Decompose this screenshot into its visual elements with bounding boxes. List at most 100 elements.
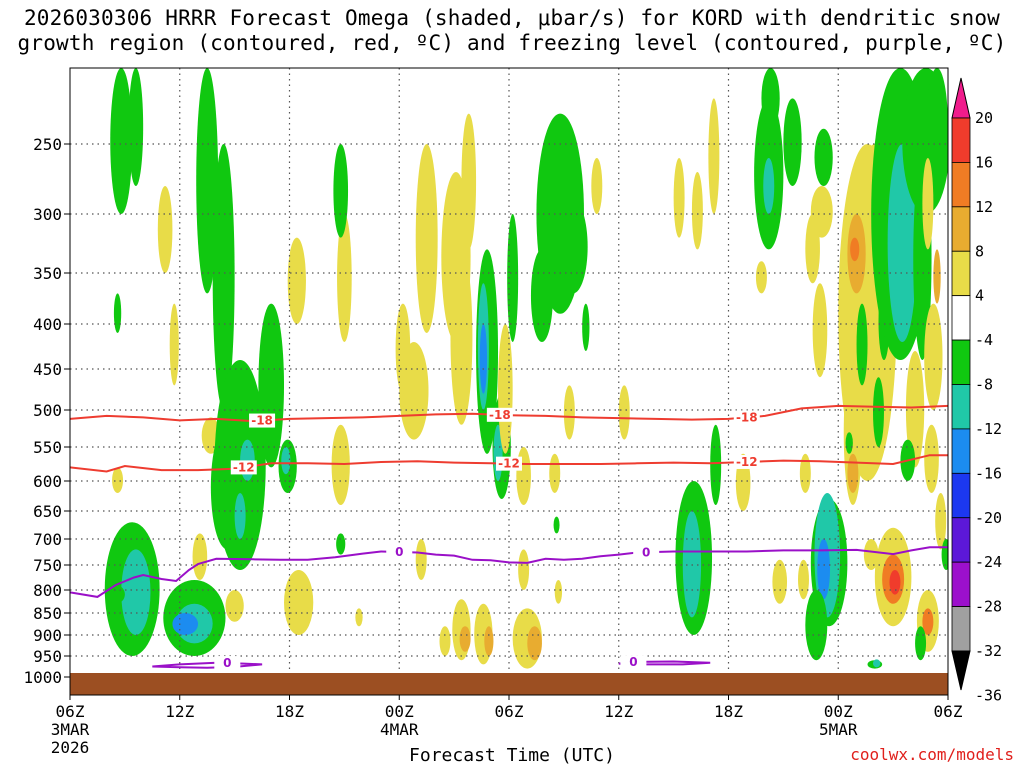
omega-region-118 (873, 659, 881, 668)
y-tick-label-950: 950 (33, 647, 62, 666)
x-tick-label-48: 06Z (934, 702, 963, 721)
omega-region-67 (755, 261, 767, 294)
omega-region-94 (798, 559, 809, 600)
omega-region-58 (553, 516, 560, 534)
colorbar-swatch-5 (951, 295, 971, 341)
contour-label-bg-1-2 (733, 454, 760, 469)
omega-region-20 (225, 590, 244, 622)
y-tick-label-800: 800 (33, 581, 62, 600)
omega-region-9 (196, 68, 219, 294)
colorbar-swatch-12 (951, 606, 971, 652)
colorbar-level-7: -12 (975, 420, 1002, 438)
colorbar-level-10: -24 (975, 553, 1002, 571)
x-tick-label-42: 00Z (824, 702, 853, 721)
omega-region-81 (805, 214, 820, 284)
colorbar-swatch-3 (951, 206, 971, 252)
omega-region-26 (337, 214, 352, 342)
x-tick-date-42: 5MAR (819, 720, 858, 739)
omega-region-60 (563, 385, 575, 440)
omega-region-107 (905, 351, 925, 468)
colorbar-swatch-1 (951, 117, 971, 163)
x-tick-label-18: 00Z (385, 702, 414, 721)
omega-region-2 (113, 293, 122, 334)
y-tick-label-500: 500 (33, 401, 62, 420)
colorbar-swatch-8 (951, 428, 971, 474)
colorbar-level-4: 4 (975, 287, 984, 305)
omega-shading (104, 68, 948, 669)
x-tick-label-12: 18Z (275, 702, 304, 721)
colorbar-swatch-2 (951, 162, 971, 208)
contour-label-bg-3-0 (214, 656, 241, 671)
omega-region-92 (817, 539, 831, 600)
x-tick-label-6: 12Z (165, 702, 194, 721)
omega-region-38 (461, 113, 477, 250)
omega-region-89 (845, 432, 853, 454)
x-tick-year-0: 2026 (51, 738, 90, 757)
contour-label-2-0: 0 (395, 545, 403, 559)
contour-label-1-1: -12 (498, 457, 520, 471)
omega-region-19 (172, 613, 199, 635)
x-tick-date-0: 3MAR (51, 720, 90, 739)
colorbar-swatch-10 (951, 517, 971, 563)
colorbar-level-5: -4 (975, 331, 993, 349)
contour-label-0-0: -18 (251, 414, 273, 428)
omega-region-65 (691, 172, 703, 250)
contour-label-4-0: 0 (629, 655, 637, 669)
y-tick-label-300: 300 (33, 205, 62, 224)
omega-region-21 (258, 303, 285, 468)
omega-region-56 (558, 200, 588, 294)
x-axis-title: Forecast Time (UTC) (409, 745, 615, 766)
omega-region-40 (459, 626, 471, 652)
omega-region-119 (941, 539, 948, 570)
x-tick-label-0: 06Z (56, 702, 85, 721)
y-tick-label-400: 400 (33, 315, 62, 334)
colorbar-level-13: -36 (975, 686, 1002, 704)
omega-region-101 (926, 68, 948, 186)
y-tick-label-900: 900 (33, 626, 62, 645)
x-tick-date-18: 4MAR (380, 720, 419, 739)
contour-label-0-1: -18 (489, 408, 511, 422)
omega-region-51 (527, 626, 542, 661)
omega-region-43 (479, 324, 488, 394)
omega-region-85 (850, 237, 860, 262)
x-tick-label-30: 12Z (604, 702, 633, 721)
contour-label-2-1: 0 (642, 545, 650, 559)
omega-region-52 (518, 549, 530, 590)
omega-region-106 (863, 539, 879, 570)
omega-region-87 (847, 453, 859, 493)
omega-region-49 (507, 214, 519, 342)
colorbar-level-8: -16 (975, 464, 1002, 482)
omega-region-63 (618, 385, 630, 440)
colorbar-swatch-9 (951, 472, 971, 519)
omega-region-66 (708, 98, 720, 214)
omega-region-37 (439, 626, 451, 656)
y-tick-label-1000: 1000 (23, 668, 62, 687)
omega-region-115 (922, 608, 934, 635)
omega-region-34 (415, 144, 438, 333)
omega-region-61 (582, 303, 590, 351)
omega-region-75 (761, 68, 780, 129)
colorbar: 20 16 12 8 4 -4 -8 -12 -16 -20 -24 -28 -32 -36 (951, 77, 1002, 704)
omega-region-32 (415, 539, 427, 580)
omega-region-0 (110, 68, 133, 214)
omega-region-30 (355, 608, 363, 627)
y-tick-label-700: 700 (33, 530, 62, 549)
omega-region-29 (336, 533, 346, 555)
omega-region-113 (922, 158, 934, 250)
omega-region-77 (814, 128, 833, 186)
omega-region-62 (591, 158, 603, 214)
source-credit: coolwx.com/models (850, 745, 1014, 764)
omega-region-57 (549, 453, 561, 493)
omega-region-71 (710, 424, 722, 505)
contour-label-bg-0-1 (486, 407, 513, 422)
x-tick-label-36: 18Z (714, 702, 743, 721)
colorbar-level-1: 16 (975, 153, 993, 171)
omega-region-105 (889, 570, 901, 595)
contour-label-bg-0-0 (249, 413, 276, 428)
omega-region-95 (772, 559, 788, 604)
colorbar-swatch-6 (951, 339, 971, 385)
contour-label-bg-4-0 (620, 655, 647, 670)
omega-region-74 (763, 158, 775, 214)
contour-label-0-2: -18 (736, 410, 758, 424)
omega-region-110 (924, 424, 939, 493)
